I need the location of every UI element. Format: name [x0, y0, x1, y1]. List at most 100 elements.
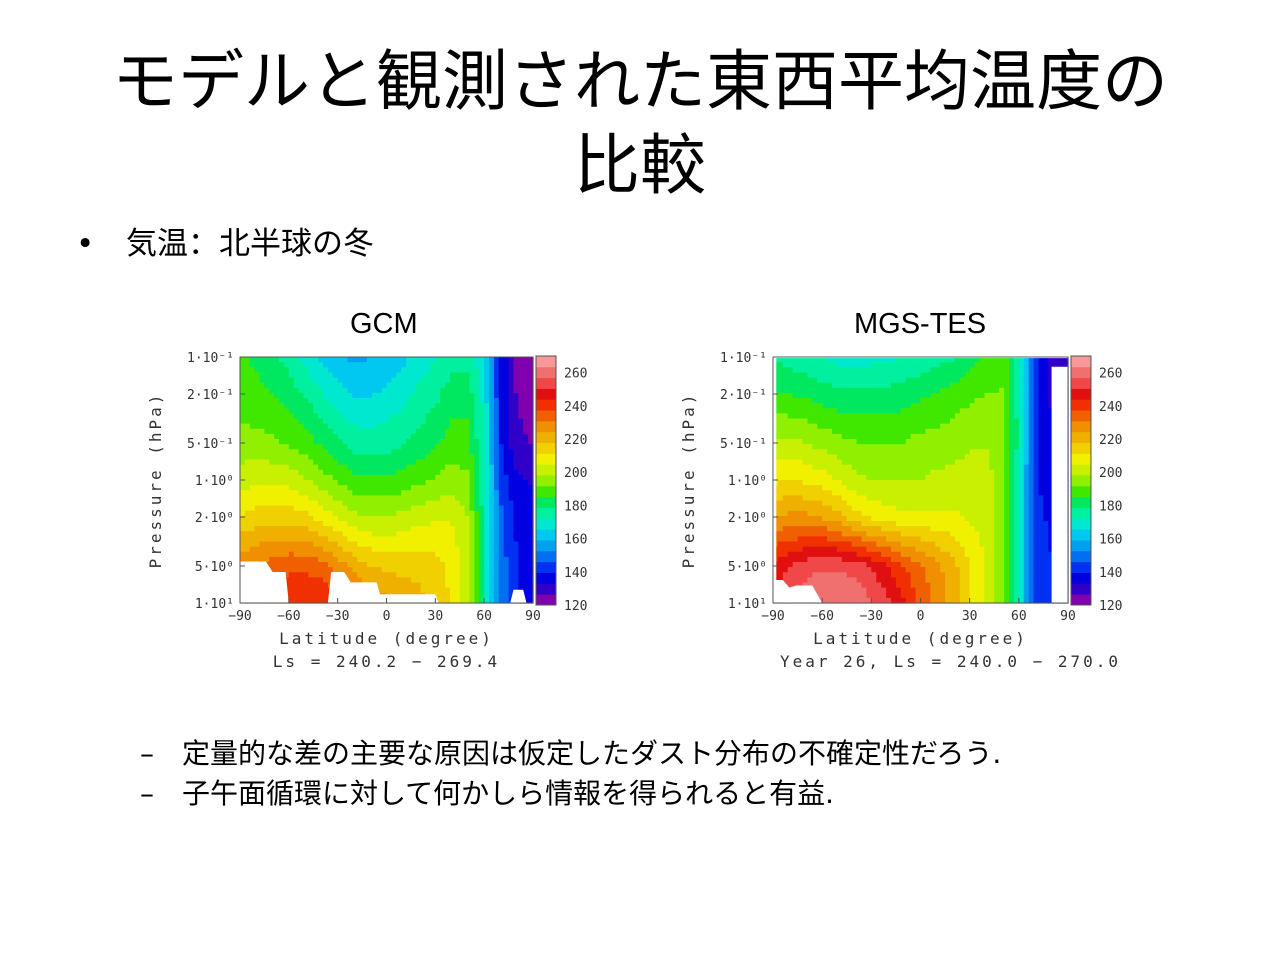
field-cell [846, 423, 853, 430]
field-cell [935, 444, 941, 450]
field-cell [920, 562, 927, 568]
field-cell [910, 418, 917, 425]
field-cell [376, 562, 383, 568]
field-cell [969, 408, 976, 414]
field-cell [871, 521, 877, 527]
field-cell [283, 439, 290, 445]
field-cell [920, 398, 927, 404]
field-cell [851, 464, 858, 471]
field-cell [318, 474, 324, 481]
field-cell [886, 408, 892, 414]
field-cell [945, 536, 951, 543]
field-cell [905, 367, 912, 373]
field-cell [240, 531, 246, 537]
field-cell [846, 572, 853, 578]
field-cell [318, 413, 324, 420]
field-cell [327, 495, 334, 502]
field-cell [401, 515, 407, 522]
field-cell [930, 572, 936, 578]
field-cell [303, 403, 309, 409]
field-cell [406, 382, 412, 389]
field-cell [969, 444, 976, 450]
field-cell [792, 541, 799, 548]
field-cell [352, 469, 358, 476]
field-cell [337, 428, 344, 435]
field-cell [905, 582, 912, 589]
field-cell [905, 428, 912, 435]
field-cell [410, 485, 417, 491]
field-cell [240, 362, 246, 368]
field-cell [376, 408, 383, 414]
field-cell [782, 541, 789, 548]
field-cell [792, 469, 799, 476]
field-cell [327, 408, 334, 414]
field-cell [895, 546, 902, 553]
field-cell [886, 592, 892, 599]
field-cell [293, 546, 300, 553]
field-cell [332, 515, 339, 522]
field-cell [347, 485, 353, 491]
field-cell [959, 500, 966, 507]
field-cell [925, 582, 931, 589]
field-cell [381, 428, 388, 435]
field-cell [401, 500, 407, 507]
field-cell [812, 567, 818, 573]
field-cell [269, 357, 275, 363]
field-cell [886, 480, 892, 486]
field-cell [386, 433, 392, 440]
field-cell [787, 536, 794, 543]
field-cell [797, 387, 804, 394]
field-cell [342, 398, 349, 404]
field-cell [792, 449, 799, 455]
field-cell [323, 500, 329, 507]
field-cell [876, 536, 882, 543]
field-cell [817, 577, 823, 584]
field-cell [891, 377, 897, 384]
field-cell [905, 587, 912, 594]
field-cell [817, 362, 823, 368]
field-cell [366, 521, 373, 527]
field-cell [357, 485, 363, 491]
field-cell [891, 505, 897, 512]
field-cell [915, 577, 922, 584]
field-cell [807, 577, 813, 584]
field-cell [318, 546, 324, 553]
field-cell [866, 367, 872, 373]
field-cell [240, 444, 246, 450]
field-cell [954, 515, 961, 522]
field-cell [327, 413, 334, 420]
field-cell [910, 413, 917, 420]
field-cell [841, 480, 848, 486]
temperature-field [773, 357, 1069, 604]
field-cell [288, 500, 295, 507]
field-cell [817, 526, 823, 532]
field-cell [841, 413, 848, 420]
field-cell [905, 413, 912, 420]
field-cell [371, 357, 378, 363]
field-cell [342, 408, 349, 414]
field-cell [352, 531, 358, 537]
field-cell [303, 433, 309, 440]
field-cell [337, 377, 344, 384]
field-cell [954, 541, 961, 548]
field-cell [900, 531, 907, 537]
field-cell [391, 500, 397, 507]
field-cell [910, 382, 917, 389]
field-cell [945, 480, 951, 486]
field-cell [391, 454, 397, 461]
field-cell [841, 428, 848, 435]
field-cell [259, 392, 266, 399]
field-cell [856, 490, 863, 496]
field-cell [288, 408, 295, 414]
field-cell [930, 510, 936, 517]
field-cell [347, 521, 353, 527]
field-cell [323, 536, 329, 543]
field-cell [391, 459, 397, 466]
field-cell [259, 505, 266, 512]
field-cell [288, 444, 295, 450]
field-cell [298, 567, 305, 573]
field-cell [945, 526, 951, 532]
field-cell [900, 556, 907, 563]
field-cell [969, 521, 976, 527]
field-cell [881, 495, 887, 502]
